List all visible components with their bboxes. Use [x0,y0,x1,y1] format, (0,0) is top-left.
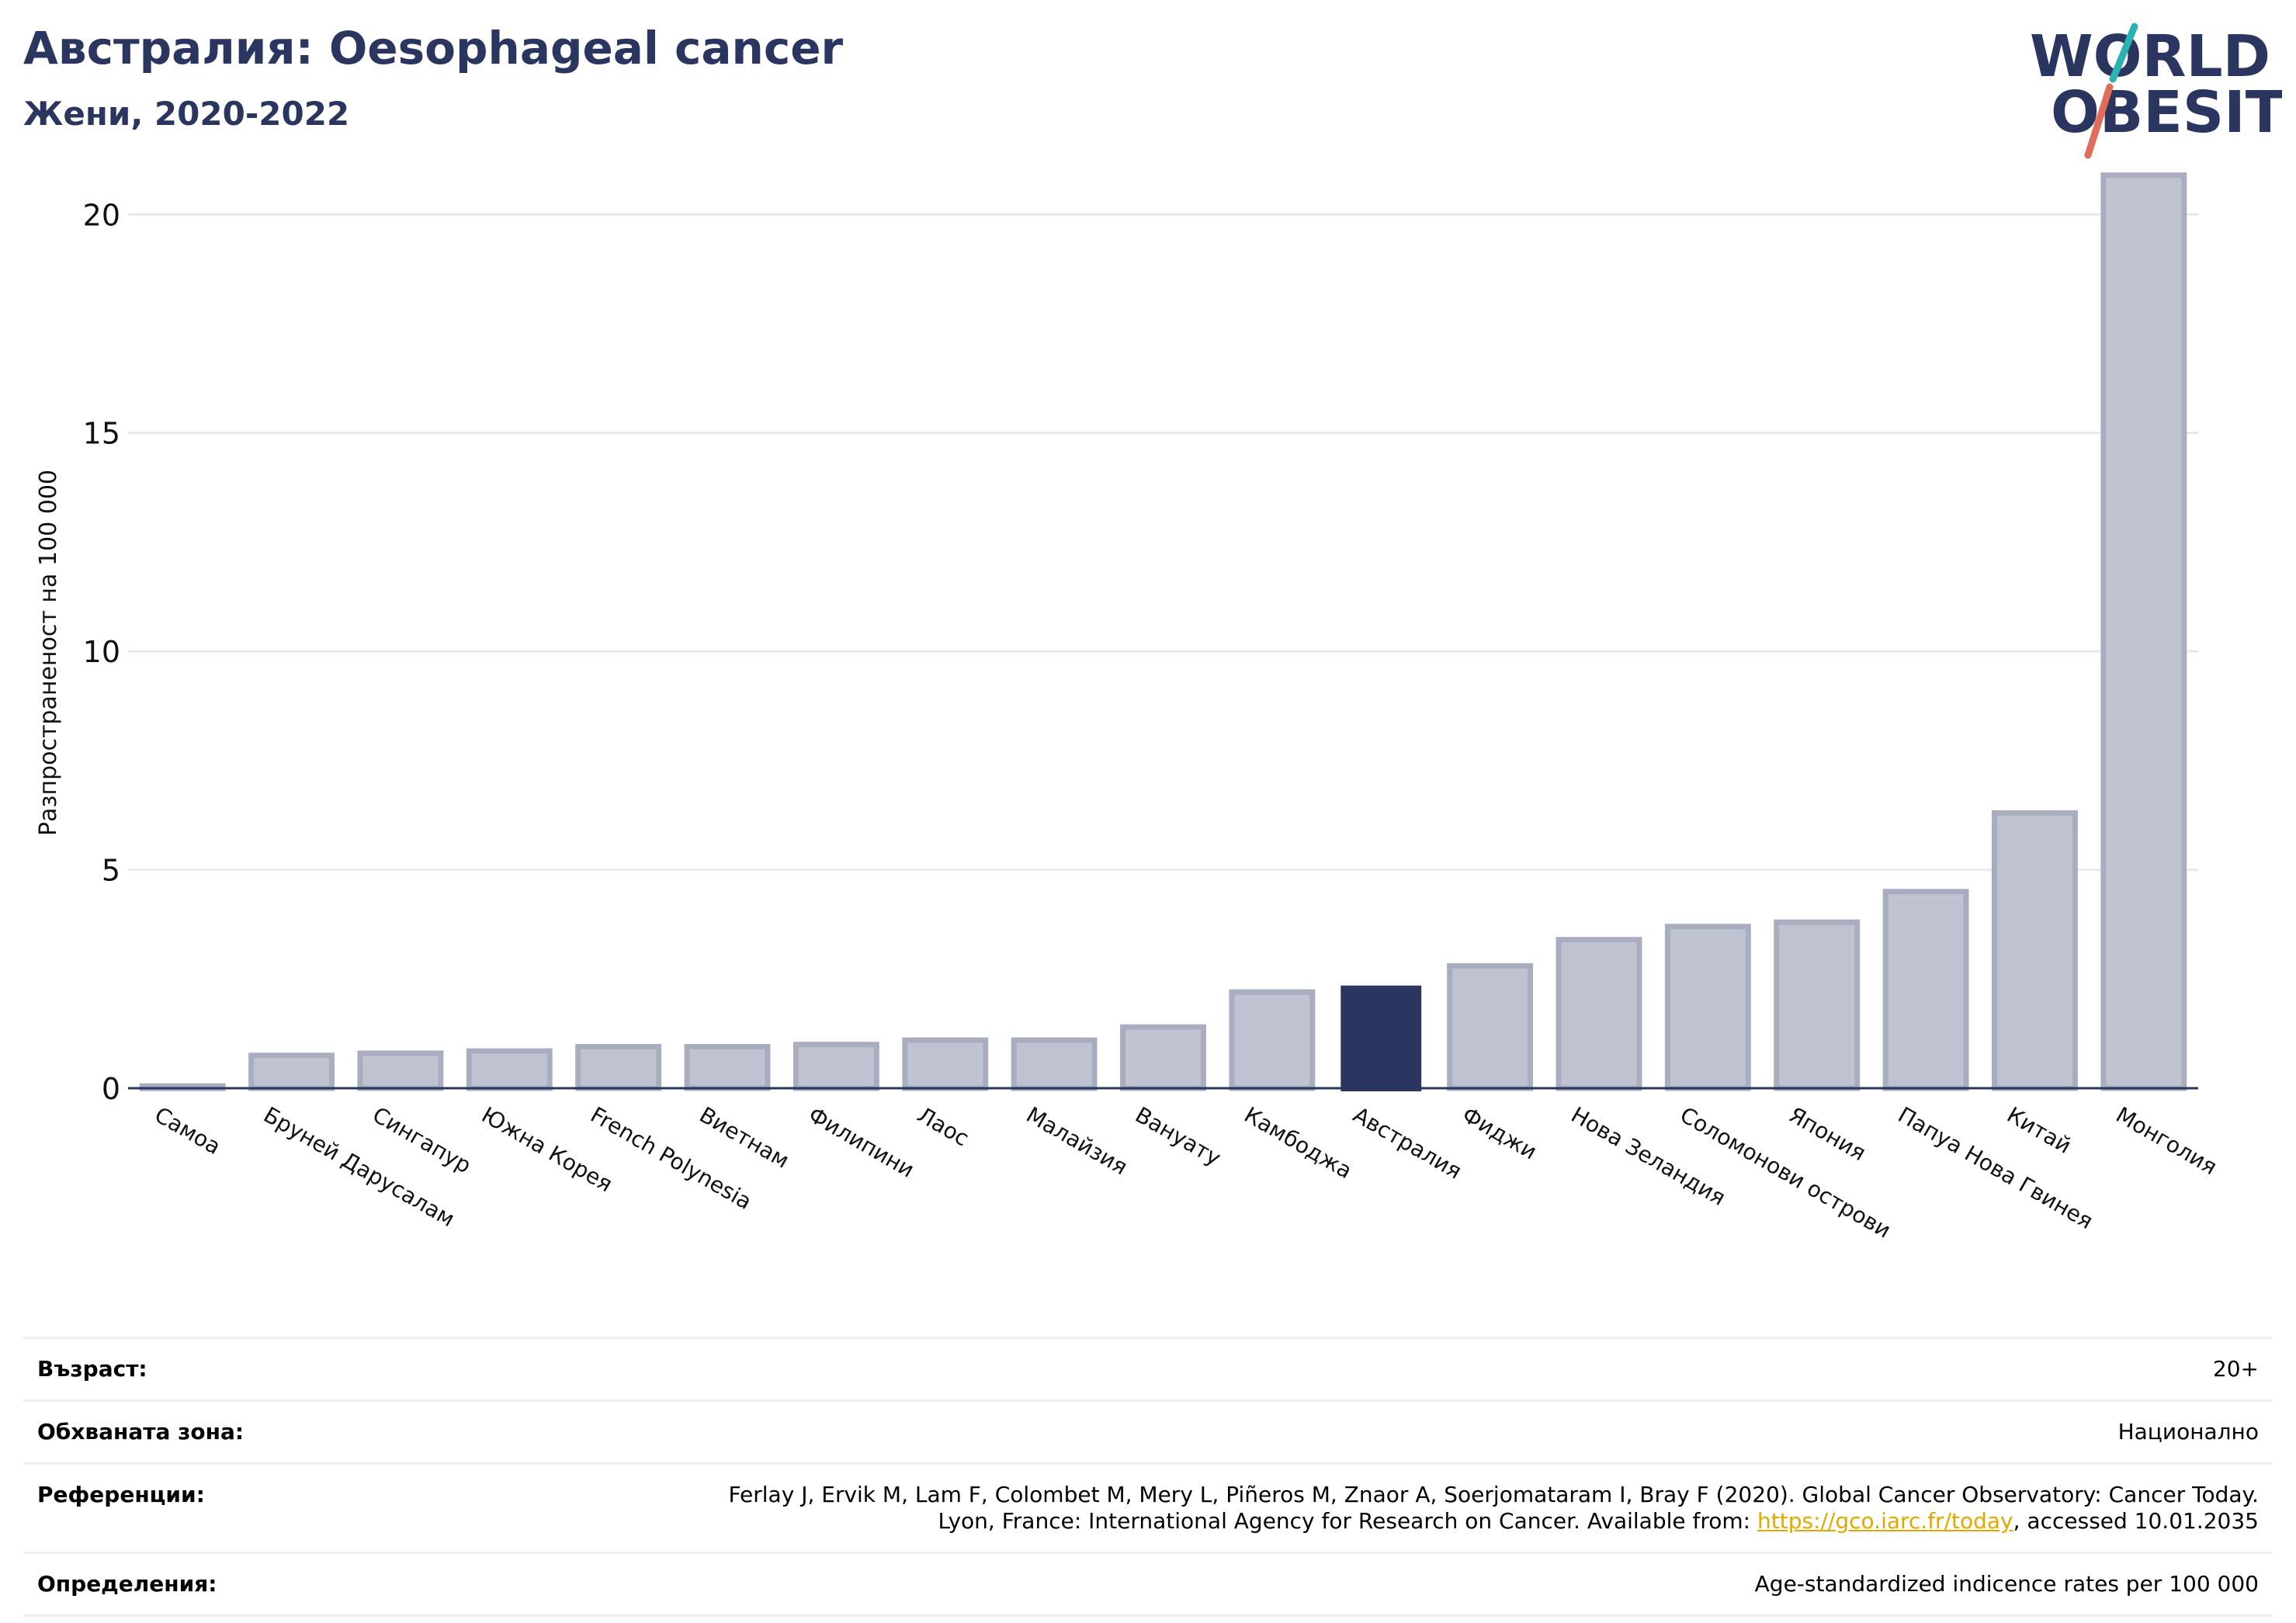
chart-subtitle: Жени, 2020-2022 [23,95,350,133]
age-value: 20+ [2212,1356,2259,1382]
x-tick-label: Япония [1784,1101,1870,1166]
info-table: Възраст: 20+ Обхваната зона: Национално … [23,1337,2273,1617]
bar [1120,1024,1206,1091]
references-value: Ferlay J, Ervik M, Lam F, Colombet M, Me… [728,1482,2259,1535]
info-row-definitions: Определения: Age-standardized indicence … [23,1554,2273,1617]
bar [1774,919,1861,1091]
x-tick-label: Самоа [151,1101,225,1160]
references-line2-suffix: , accessed 10.01.2035 [2013,1508,2259,1534]
coverage-value: Национално [2117,1419,2259,1444]
bar [1992,810,2078,1091]
x-tick-label: Камбоджа [1240,1101,1356,1184]
x-tick-label: Австралия [1349,1101,1466,1184]
logo-line1: WORLD [2030,23,2270,90]
definitions-label: Определения: [37,1571,217,1597]
bar [1882,889,1969,1091]
references-line1: Ferlay J, Ervik M, Lam F, Colombet M, Me… [728,1482,2259,1507]
bar [1664,924,1751,1091]
references-link[interactable]: https://gco.iarc.fr/today [1757,1508,2013,1534]
age-label: Възраст: [37,1356,147,1382]
references-label: Референции: [37,1482,205,1507]
definitions-value: Age-standardized indicence rates per 100… [1754,1571,2259,1597]
chart-title: Австралия: Oesophageal cancer [23,22,844,75]
bar [1011,1037,1098,1091]
x-tick-label: Вануату [1131,1101,1226,1170]
info-row-coverage: Обхваната зона: Национално [23,1402,2273,1465]
y-tick-label: 5 [102,854,120,888]
y-axis-label: Разпространеност на 100 000 [35,470,62,836]
x-tick-label: Малайзия [1022,1101,1132,1180]
logo-slash-bottom [2084,83,2114,159]
logo-line2: OBESITY [2051,79,2282,146]
world-obesity-logo: WORLD OBESITY [2030,23,2282,159]
bar [1447,962,1534,1091]
info-row-age: Възраст: 20+ [23,1339,2273,1402]
bar [1229,989,1316,1091]
logo-slash-top [2109,23,2138,83]
bar [248,1053,335,1091]
bar [902,1037,989,1091]
x-tick-label: Монголия [2111,1101,2221,1180]
bar [2100,172,2187,1091]
x-tick-label: Филипини [804,1101,919,1182]
x-tick-label: Виетнам [695,1101,794,1173]
y-tick-label: 15 [83,417,120,451]
x-tick-label: Фиджи [1458,1101,1542,1164]
info-row-references: Референции: Ferlay J, Ervik M, Lam F, Co… [23,1465,2273,1554]
coverage-label: Обхваната зона: [37,1419,245,1444]
bar [684,1044,771,1091]
x-tick-label: Папуа Нова Гвинея [1894,1101,2097,1234]
bar [1556,937,1642,1091]
bar [793,1042,879,1091]
x-tick-label: Китай [2003,1101,2076,1158]
bar [466,1048,553,1091]
bar [1340,985,1422,1091]
y-tick-label: 10 [83,635,120,669]
y-tick-label: 20 [83,198,120,232]
bar [357,1050,444,1091]
references-line2-prefix: Lyon, France: International Agency for R… [938,1508,1757,1534]
bar [575,1044,662,1091]
bar-chart: 0 5 10 15 20 Разпространеност на 100 000 Самоа… [35,172,2221,1243]
x-tick-label: Лаос [913,1101,973,1151]
y-tick-label: 0 [102,1072,120,1106]
x-tick-label: Бруней Дарусалам [259,1101,460,1232]
